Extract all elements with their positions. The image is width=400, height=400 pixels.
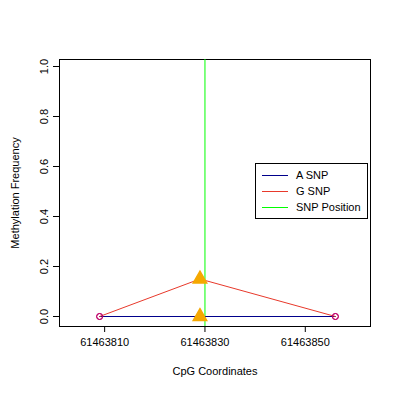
svg-text:0.8: 0.8	[38, 109, 50, 124]
svg-text:0.0: 0.0	[38, 309, 50, 324]
svg-text:61463830: 61463830	[180, 336, 229, 348]
html-text:G SNP: G SNP	[296, 185, 331, 197]
svg-text:0.4: 0.4	[38, 209, 50, 224]
svg-text:61463850: 61463850	[281, 336, 330, 348]
svg-text:61463810: 61463810	[80, 336, 129, 348]
svg-text:0.6: 0.6	[38, 159, 50, 174]
svg-text:0.2: 0.2	[38, 259, 50, 274]
svg-text:Methylation Frequency: Methylation Frequency	[9, 137, 21, 249]
svg-text:CpG Coordinates: CpG Coordinates	[173, 365, 258, 377]
html-text:A SNP: A SNP	[296, 169, 329, 181]
html-text:SNP Position: SNP Position	[296, 201, 361, 213]
svg-text:1.0: 1.0	[38, 59, 50, 74]
